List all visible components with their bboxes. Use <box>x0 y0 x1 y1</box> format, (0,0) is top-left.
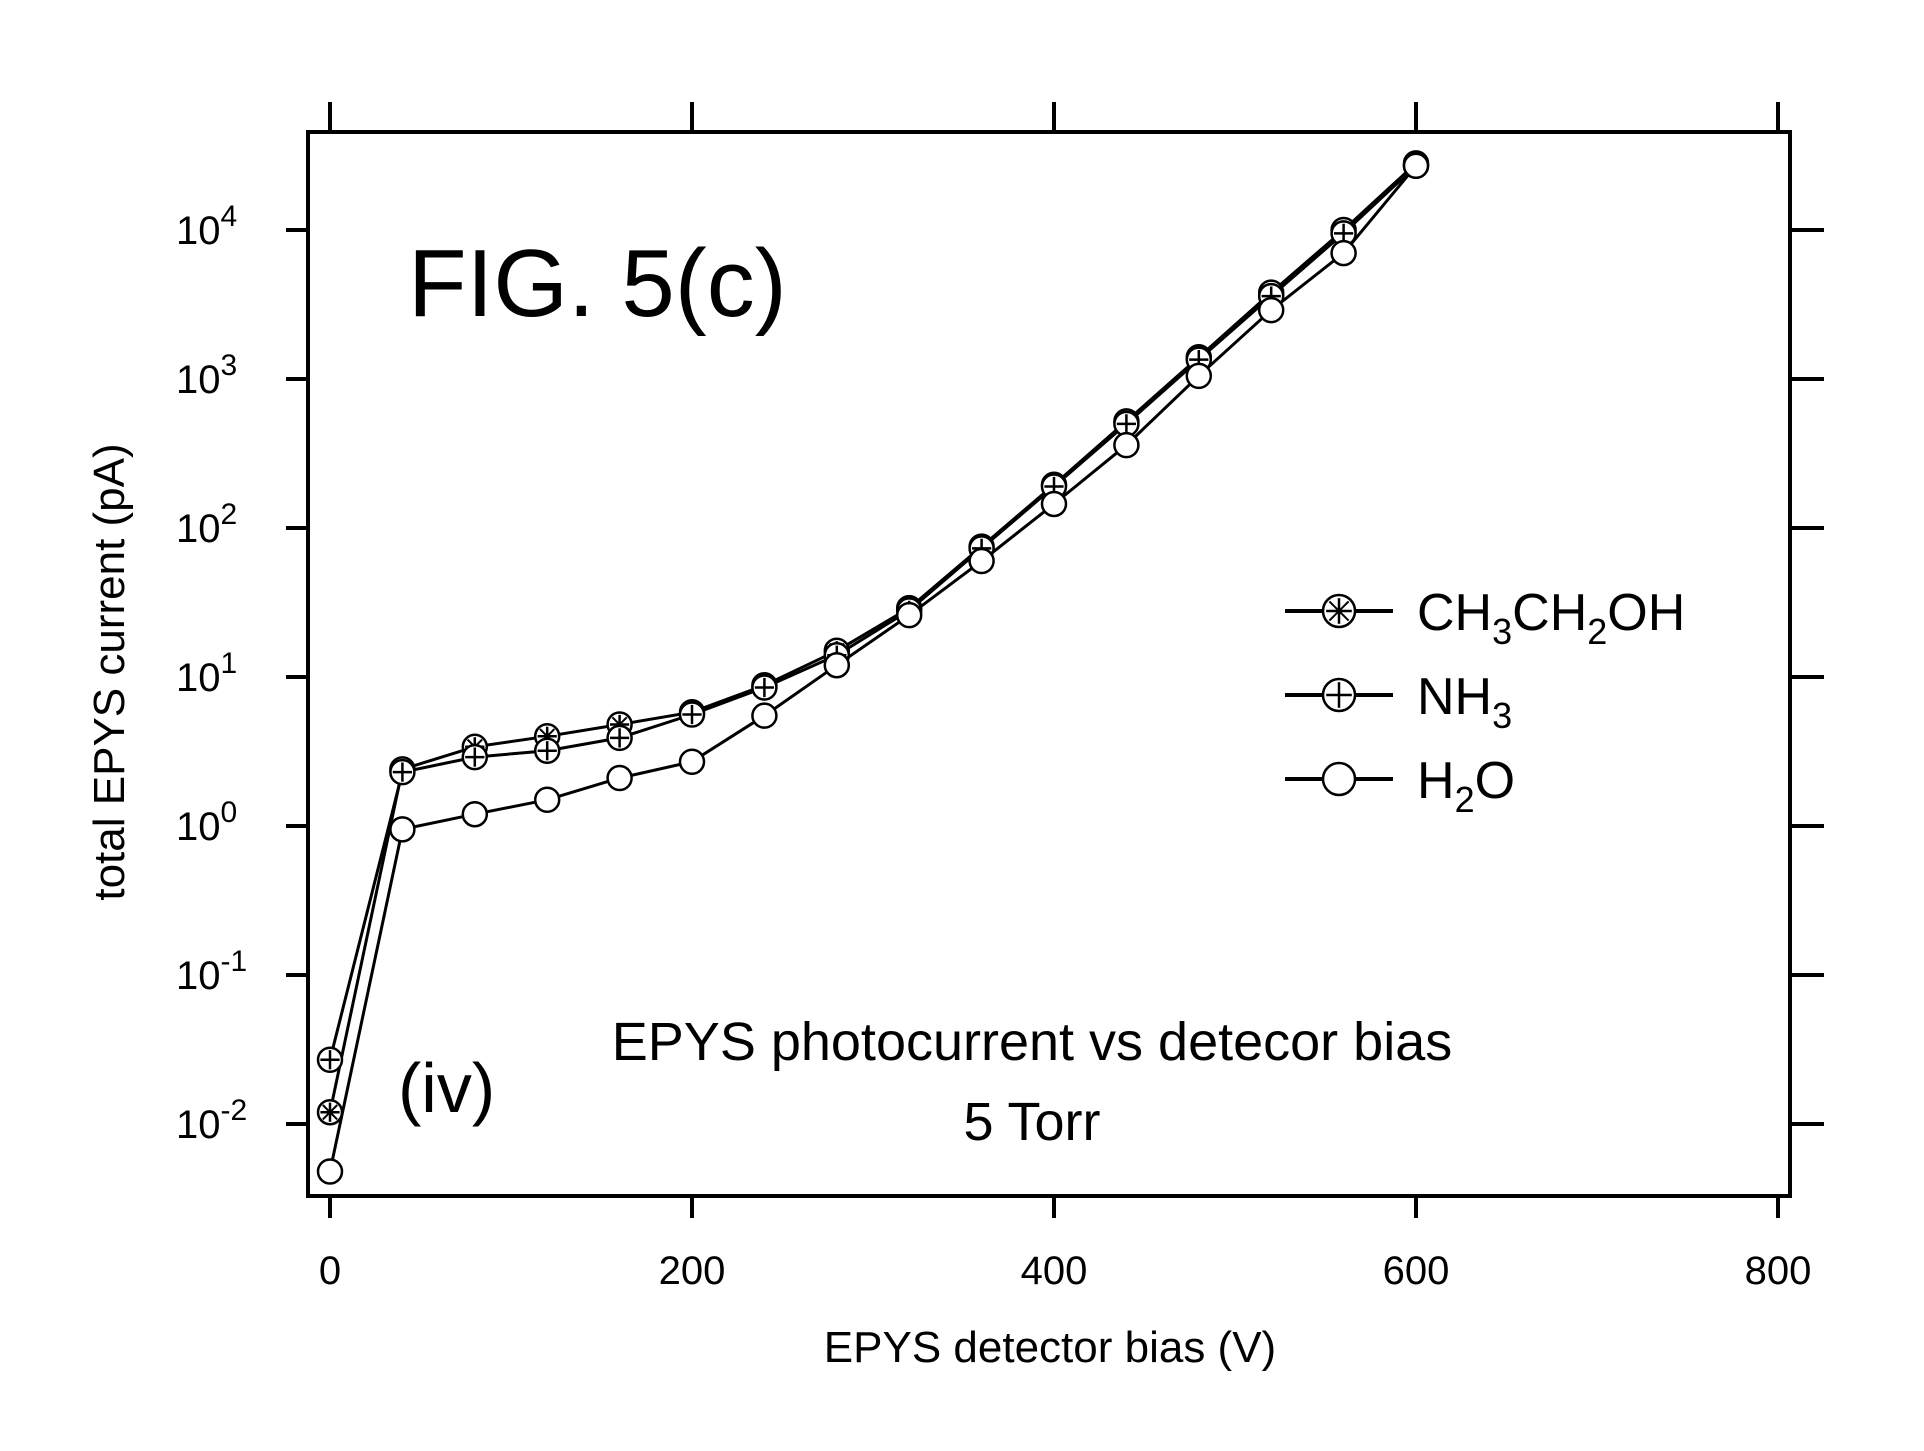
y-tick-label: 101 <box>176 647 237 700</box>
panel-label: (iv) <box>398 1049 495 1127</box>
data-point-water <box>897 603 921 627</box>
data-point-water <box>1187 364 1211 388</box>
data-point-ammonia <box>318 1048 342 1072</box>
data-point-water <box>1042 492 1066 516</box>
data-point-water <box>825 653 849 677</box>
data-point-water-ring <box>897 603 921 627</box>
x-tick-label: 800 <box>1745 1249 1812 1293</box>
data-point-ethanol <box>318 1100 342 1124</box>
y-tick-label: 104 <box>176 200 237 253</box>
data-point-water <box>463 802 487 826</box>
data-point-water-ring <box>390 817 414 841</box>
data-point-ammonia <box>463 745 487 769</box>
data-point-water <box>318 1159 342 1183</box>
data-point-water <box>970 549 994 573</box>
y-axis-label: total EPYS current (pA) <box>85 443 134 900</box>
data-point-ammonia <box>390 760 414 784</box>
legend-marker-ammonia <box>1323 679 1355 711</box>
data-point-water-ring <box>318 1159 342 1183</box>
data-point-water <box>1114 433 1138 457</box>
data-point-ammonia <box>608 726 632 750</box>
data-point-water <box>680 750 704 774</box>
data-point-water-ring <box>1042 492 1066 516</box>
data-point-water-ring <box>535 788 559 812</box>
data-point-water <box>752 704 776 728</box>
data-point-water-ring <box>463 802 487 826</box>
data-point-water <box>1332 241 1356 265</box>
data-point-water-ring <box>608 766 632 790</box>
y-tick-label: 10-1 <box>176 945 247 998</box>
legend-label-ethanol: CH3CH2OH <box>1417 584 1685 652</box>
data-point-water-ring <box>1114 433 1138 457</box>
annotation-line-2: 5 Torr <box>963 1092 1100 1152</box>
data-point-water <box>1404 154 1428 178</box>
x-axis-label: EPYS detector bias (V) <box>824 1323 1276 1372</box>
data-point-water-ring <box>752 704 776 728</box>
y-tick-label: 102 <box>176 498 237 551</box>
annotation-line-1: EPYS photocurrent vs detecor bias <box>612 1012 1452 1072</box>
y-tick-label: 10-2 <box>176 1094 247 1147</box>
figure-title: FIG. 5(c) <box>408 230 787 337</box>
data-point-water-ring <box>1404 154 1428 178</box>
legend-marker-ethanol <box>1323 595 1355 627</box>
data-point-ammonia <box>752 676 776 700</box>
legend-marker-water <box>1323 763 1355 795</box>
data-point-water <box>1259 298 1283 322</box>
x-tick-label: 400 <box>1021 1249 1088 1293</box>
data-point-water-ring <box>825 653 849 677</box>
data-point-ammonia <box>535 739 559 763</box>
data-point-water <box>390 817 414 841</box>
data-point-water <box>535 788 559 812</box>
data-point-water-ring <box>1332 241 1356 265</box>
y-tick-label: 103 <box>176 349 237 402</box>
data-point-ammonia <box>680 703 704 727</box>
y-tick-label: 100 <box>176 796 237 849</box>
x-tick-label: 600 <box>1383 1249 1450 1293</box>
data-point-water-ring <box>970 549 994 573</box>
data-point-water-ring <box>1187 364 1211 388</box>
data-point-water-ring <box>1259 298 1283 322</box>
x-tick-label: 0 <box>319 1249 341 1293</box>
data-point-water-ring <box>680 750 704 774</box>
data-point-water <box>608 766 632 790</box>
legend-label-water: H2O <box>1417 752 1515 820</box>
legend-marker-water-ring <box>1323 763 1355 795</box>
legend-label-ammonia: NH3 <box>1417 668 1512 736</box>
x-tick-label: 200 <box>659 1249 726 1293</box>
